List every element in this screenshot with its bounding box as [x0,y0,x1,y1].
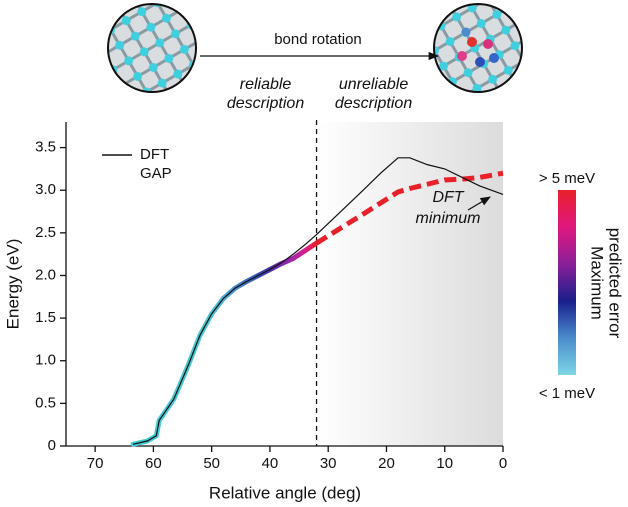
region-label: unreliable [339,76,408,93]
region-label: description [227,95,304,112]
annotation-arrow [467,196,491,211]
region-label: reliable [240,76,292,93]
x-tick-label: 10 [436,455,453,472]
structure-rotated [433,3,523,93]
colorbar-title: Maximum [588,246,607,320]
x-tick-label: 50 [203,455,220,472]
x-tick-label: 20 [378,455,395,472]
y-tick-label: 3.5 [35,139,56,156]
x-axis-label: Relative angle (deg) [209,483,361,502]
legend-label: DFT [140,146,169,163]
y-tick-label: 1.0 [35,352,56,369]
y-tick-label: 0 [48,437,56,454]
dft-line [132,157,504,445]
legend-label: GAP [140,165,172,182]
y-tick-label: 2.0 [35,266,56,283]
y-tick-label: 0.5 [35,394,56,411]
annotation: minimum [416,210,481,227]
gap-line-dashed [315,170,504,246]
illustration-label: bond rotation [274,31,362,48]
x-tick-label: 40 [262,455,279,472]
gap-line [130,240,320,447]
y-tick-label: 2.5 [35,224,56,241]
annotation: DFT [432,189,464,206]
colorbar-bottom-label: < 1 meV [539,385,595,402]
region-label: description [335,95,412,112]
colorbar-title: predicted error [606,228,625,339]
colorbar-top-label: > 5 meV [539,170,595,187]
y-tick-label: 1.5 [35,309,56,326]
x-tick-label: 30 [320,455,337,472]
unreliable-region [316,122,503,446]
x-tick-label: 70 [87,455,104,472]
x-tick-label: 60 [145,455,162,472]
x-tick-label: 0 [499,455,507,472]
structure-initial [107,3,197,93]
colorbar [558,190,576,375]
y-tick-label: 3.0 [35,181,56,198]
y-axis-label: Energy (eV) [3,239,22,330]
